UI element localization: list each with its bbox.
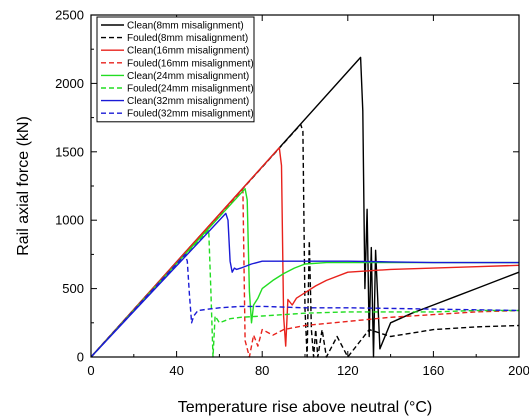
y-tick-label: 1500: [55, 144, 84, 159]
legend-label: Fouled(8mm misalignment): [127, 33, 248, 44]
y-tick-label: 500: [62, 281, 84, 296]
series-line-8: [90, 253, 520, 358]
x-axis-title: Temperature rise above neutral (°C): [178, 399, 433, 416]
legend-label: Clean(32mm misalignment): [127, 96, 249, 107]
legend-box: [96, 16, 255, 123]
series-line-1: [90, 56, 520, 358]
legend-label: Clean(16mm misalignment): [127, 46, 249, 57]
legend-label: Clean(24mm misalignment): [127, 71, 249, 82]
y-tick-label: 2500: [55, 8, 84, 23]
series-line-3: [90, 146, 520, 358]
series-line-7: [90, 212, 519, 358]
y-axis-title: Rail axial force (kN): [15, 116, 32, 256]
series-line-5: [90, 187, 519, 358]
x-tick-label: 200: [508, 363, 529, 378]
series-layer: [90, 56, 520, 358]
x-tick-label: 0: [87, 363, 94, 378]
legend-label: Clean(8mm misalignment): [127, 21, 244, 32]
series-line-6: [90, 229, 519, 358]
series-line-4: [90, 189, 520, 358]
legend: Clean(8mm misalignment)Fouled(8mm misali…: [96, 16, 255, 123]
x-tick-label: 80: [255, 363, 269, 378]
y-tick-label: 2000: [55, 76, 84, 91]
y-tick-label: 0: [77, 350, 84, 365]
x-tick-label: 120: [337, 363, 359, 378]
x-tick-label: 40: [169, 363, 183, 378]
y-tick-label: 1000: [55, 213, 84, 228]
series-line-2: [90, 123, 520, 358]
legend-label: Fouled(32mm misalignment): [127, 109, 254, 120]
legend-label: Fouled(16mm misalignment): [127, 58, 254, 69]
legend-label: Fouled(24mm misalignment): [127, 84, 254, 95]
x-tick-label: 160: [423, 363, 445, 378]
